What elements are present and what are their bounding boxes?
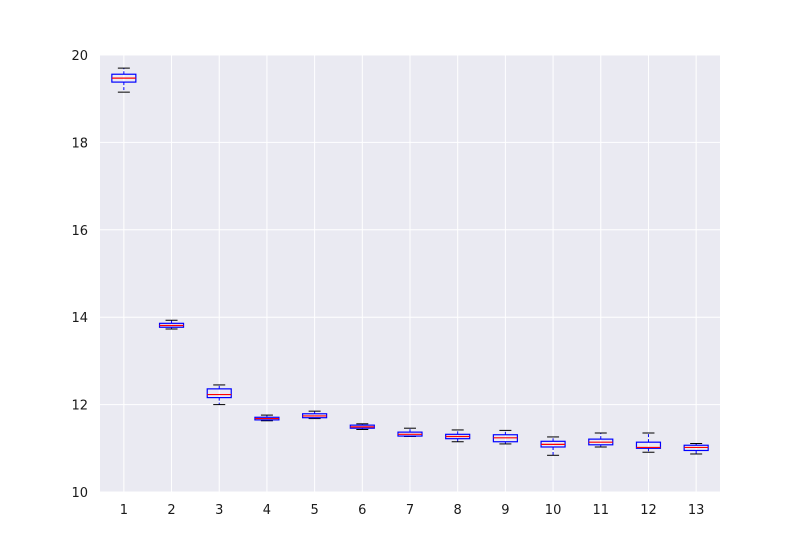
y-axis-ticks: 10 12 14 16 18 20 <box>71 49 88 501</box>
x-tick-label: 7 <box>406 503 414 518</box>
y-tick-label: 10 <box>71 486 88 501</box>
box-group <box>397 427 423 438</box>
box-group <box>349 423 375 431</box>
box-group <box>254 414 280 422</box>
boxes <box>111 67 709 456</box>
y-tick-label: 16 <box>71 224 88 239</box>
x-tick-label: 11 <box>592 503 609 518</box>
y-tick-label: 12 <box>71 399 88 414</box>
x-tick-label: 1 <box>120 503 128 518</box>
box-group <box>492 429 518 445</box>
x-tick-label: 3 <box>215 503 223 518</box>
box-group <box>683 442 709 455</box>
grid-lines <box>100 54 720 493</box>
box-group <box>540 436 566 456</box>
box-iqr <box>206 388 232 399</box>
box-group <box>111 67 137 93</box>
x-tick-label: 12 <box>640 503 657 518</box>
box-group <box>206 384 232 406</box>
x-axis-ticks: 1 2 3 4 5 6 7 8 9 10 11 12 13 <box>120 503 705 518</box>
box-group <box>588 432 614 448</box>
box-group <box>635 432 662 453</box>
x-tick-label: 4 <box>263 503 271 518</box>
x-tick-label: 2 <box>167 503 175 518</box>
box-group <box>158 319 185 330</box>
box-group <box>302 410 328 420</box>
y-tick-label: 18 <box>71 136 88 151</box>
x-tick-label: 13 <box>688 503 705 518</box>
box-iqr <box>635 441 662 449</box>
x-tick-label: 10 <box>545 503 562 518</box>
x-tick-label: 9 <box>501 503 509 518</box>
box-group <box>445 429 471 443</box>
x-tick-label: 5 <box>310 503 318 518</box>
y-tick-label: 14 <box>71 311 88 326</box>
y-tick-label: 20 <box>71 49 88 64</box>
x-tick-label: 8 <box>454 503 462 518</box>
x-tick-label: 6 <box>358 503 366 518</box>
